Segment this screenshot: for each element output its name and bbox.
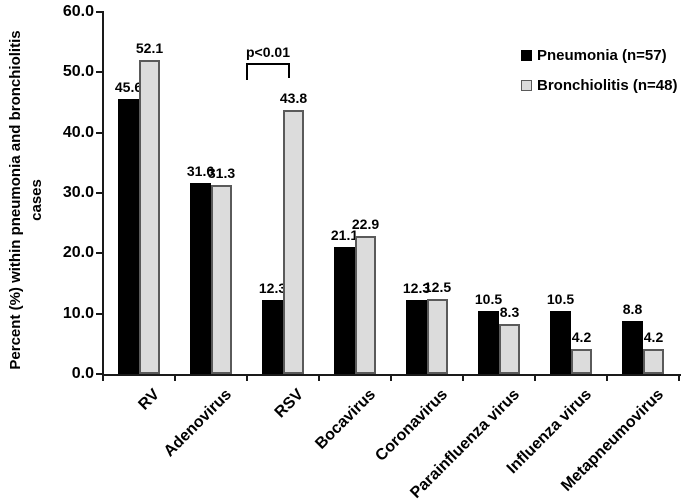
legend-swatch-bronchiolitis	[521, 80, 532, 91]
bar-value-label: 4.2	[643, 328, 664, 345]
x-axis-tick	[246, 374, 248, 381]
bar-bronchiolitis-coronavirus	[427, 298, 448, 374]
x-axis-tick	[318, 374, 320, 381]
y-axis-tick-label: 60.0	[62, 3, 94, 20]
y-axis-tick	[96, 71, 103, 74]
bar-value-label: 43.8	[279, 89, 308, 106]
bar-pneumonia-adenovirus	[190, 183, 211, 374]
bar-value-label: 10.5	[546, 290, 575, 307]
bar-value-label: 12.5	[423, 278, 452, 295]
bar-bronchiolitis-rsv	[283, 109, 304, 374]
bar-value-label: 10.5	[474, 290, 503, 307]
significance-bracket	[246, 63, 290, 80]
y-axis-tick	[96, 11, 103, 13]
bar-bronchiolitis-influenza-virus	[571, 348, 592, 374]
bar-bronchiolitis-parainfluenza-virus	[499, 323, 520, 374]
legend-item-bronchiolitis: Bronchiolitis (n=48)	[521, 77, 677, 94]
bar-value-label: 52.1	[135, 39, 164, 56]
x-axis-tick	[174, 374, 176, 381]
bar-pneumonia-coronavirus	[406, 299, 427, 374]
x-axis-tick	[606, 374, 608, 381]
bar-bronchiolitis-bocavirus	[355, 235, 376, 374]
bar-value-label: 8.3	[499, 303, 520, 320]
bar-pneumonia-metapneumovirus	[622, 320, 643, 374]
y-axis-tick-label: 0.0	[71, 365, 94, 382]
bar-value-label: 31.3	[207, 165, 236, 182]
x-axis-tick	[102, 374, 104, 381]
bar-value-label: 31.6	[186, 163, 215, 180]
bar-value-label: 4.2	[571, 328, 592, 345]
x-axis-tick	[390, 374, 392, 381]
legend-item-pneumonia: Pneumonia (n=57)	[521, 47, 677, 64]
legend-swatch-pneumonia	[521, 50, 532, 61]
y-axis-tick-label: 10.0	[62, 304, 94, 322]
legend: Pneumonia (n=57) Bronchiolitis (n=48)	[521, 47, 677, 107]
bar-value-label: 12.3	[402, 279, 431, 296]
bar-pneumonia-bocavirus	[334, 246, 355, 374]
bar-pneumonia-parainfluenza-virus	[478, 310, 499, 374]
bar-pneumonia-influenza-virus	[550, 310, 571, 374]
y-axis-tick	[96, 192, 103, 194]
y-axis-tick-label: 50.0	[62, 63, 94, 81]
p-value-annotation: p<0.01	[246, 44, 290, 60]
y-axis-tick	[96, 252, 103, 255]
legend-label-pneumonia: Pneumonia (n=57)	[537, 47, 667, 64]
bar-value-label: 22.9	[351, 215, 380, 232]
y-axis-tick	[96, 131, 103, 134]
bar-bronchiolitis-adenovirus	[211, 185, 232, 374]
y-axis-tick-label: 20.0	[62, 244, 94, 262]
bar-pneumonia-rv	[118, 98, 139, 374]
y-axis-tick	[96, 373, 103, 375]
bar-bronchiolitis-metapneumovirus	[643, 348, 664, 374]
legend-label-bronchiolitis: Bronchiolitis (n=48)	[537, 77, 678, 94]
bar-bronchiolitis-rv	[139, 59, 160, 374]
x-axis-tick	[534, 374, 536, 381]
y-axis-tick-label: 30.0	[62, 184, 94, 201]
bar-pneumonia-rsv	[262, 299, 283, 374]
y-axis-tick	[96, 312, 103, 315]
y-axis-line	[102, 11, 104, 376]
y-axis-title-line1: Percent (%) within pneumonia and bronchi…	[7, 30, 24, 370]
bar-value-label: 12.3	[258, 279, 287, 296]
bar-value-label: 45.6	[114, 78, 143, 95]
y-axis-tick-label: 40.0	[62, 123, 94, 141]
bar-value-label: 8.8	[622, 300, 643, 317]
x-axis-tick	[678, 374, 680, 381]
x-axis-tick	[462, 374, 464, 381]
bar-value-label: 21.1	[330, 226, 359, 243]
